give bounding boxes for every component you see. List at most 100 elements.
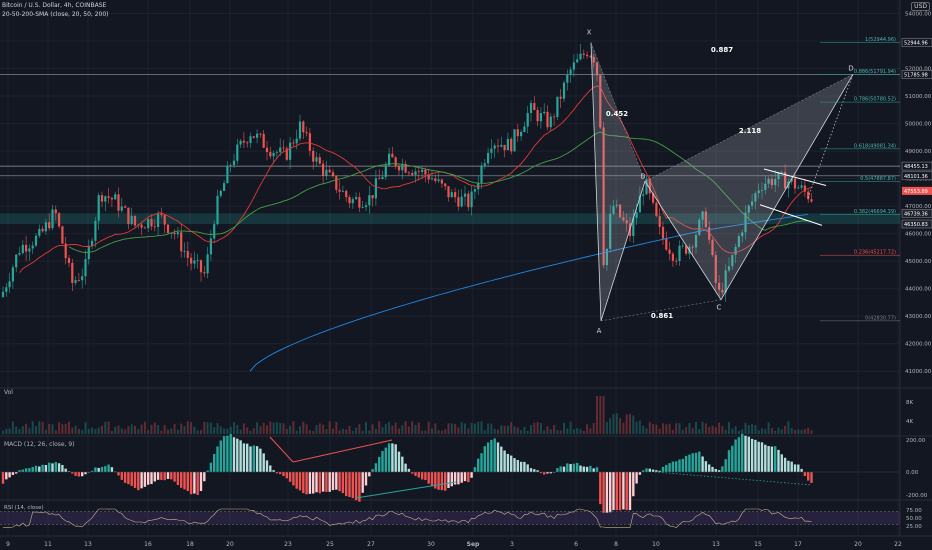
candle-body (246, 142, 249, 144)
macd-bar (298, 472, 302, 491)
macd-bar (328, 472, 331, 492)
volume-bar (216, 423, 219, 434)
macd-bar (543, 472, 546, 475)
candle-body (378, 178, 381, 180)
volume-bar (794, 429, 796, 434)
macd-bar (285, 472, 288, 479)
volume-bar (662, 423, 664, 434)
candle-body (549, 116, 552, 128)
macd-bar (361, 472, 364, 493)
macd-bar (213, 453, 216, 472)
macd-bar (490, 439, 493, 472)
macd-bar (107, 464, 110, 472)
volume-bar (440, 430, 443, 434)
volume-bar (384, 423, 387, 434)
macd-bar (529, 468, 533, 472)
candle-body (553, 116, 556, 118)
x-tick-label: Sep (467, 541, 480, 548)
candle-body (490, 148, 493, 153)
macd-bar (110, 467, 114, 472)
candle-body (661, 226, 665, 239)
candle-body (797, 187, 800, 189)
candle-body (275, 152, 278, 154)
volume-bar (170, 428, 173, 434)
macd-bar (226, 435, 229, 472)
macd-bar (318, 472, 321, 494)
macd-bar (648, 468, 651, 472)
volume-bar (546, 426, 549, 434)
macd-bar (269, 465, 272, 472)
macd-bar (24, 468, 28, 472)
volume-bar (751, 423, 754, 434)
volume-bar (447, 423, 450, 434)
macd-bar (259, 448, 262, 472)
macd-bar (430, 472, 434, 487)
volume-bar (305, 424, 308, 434)
candle-body (308, 133, 311, 151)
currency-badge[interactable]: USD (911, 2, 930, 11)
x-tick-label: 15 (754, 541, 762, 548)
candle-body (595, 62, 599, 76)
volume-bar (454, 424, 457, 434)
volume-bar (757, 430, 760, 434)
candle-body (302, 121, 305, 133)
candle-body (173, 232, 176, 235)
volume-bar (130, 424, 133, 434)
projection-line (807, 74, 854, 198)
harmonic-triangle-bcd (644, 73, 854, 301)
macd-bar (559, 466, 562, 472)
price-label-box (901, 38, 932, 47)
grid-lines (0, 0, 900, 535)
macd-bar (1, 472, 5, 484)
candle-body (724, 270, 727, 293)
volume-bar (355, 427, 358, 434)
candle-body (348, 197, 351, 204)
macd-bar (810, 472, 813, 483)
volume-bar (77, 428, 80, 434)
candle-body (176, 232, 179, 235)
volume-bar (510, 422, 513, 434)
macd-bar (592, 468, 595, 472)
macd-bar (312, 472, 315, 494)
volume-bar (322, 424, 325, 434)
volume-bar (652, 423, 655, 434)
candle-body (166, 224, 170, 233)
y-tick-label: 41000.00 (905, 369, 932, 375)
candle-body (21, 244, 24, 254)
candle-body (242, 140, 245, 143)
volume-bar (704, 423, 707, 434)
candle-body (157, 213, 160, 227)
y-tick-label: 54000.00 (905, 12, 932, 18)
candle-body (5, 287, 8, 292)
macd-bar (473, 467, 477, 472)
macd-bar (519, 461, 523, 472)
volume-bar (589, 428, 592, 434)
macd-bar (704, 461, 708, 472)
macd-bar (41, 464, 44, 472)
macd-bar (790, 461, 793, 472)
volume-bar (464, 423, 466, 434)
candle-body (384, 165, 387, 177)
candle-body (447, 186, 450, 198)
volume-bar (708, 426, 711, 434)
candle-body (539, 113, 542, 122)
candle-body (397, 165, 401, 171)
volume-bar (569, 421, 572, 434)
candle-body (124, 206, 127, 208)
volume-tick-label: 8K (906, 400, 913, 406)
price-scale-label: 48101.36 (904, 174, 928, 180)
candle-body (81, 276, 84, 281)
candle-body (767, 178, 770, 184)
macd-bar (562, 466, 566, 472)
volume-bar (358, 424, 361, 434)
macd-bar (239, 440, 242, 472)
macd-bar (783, 457, 787, 472)
volume-bar (612, 414, 615, 434)
volume-bar (35, 426, 37, 434)
macd-bar (348, 472, 351, 498)
macd-bar (599, 472, 602, 505)
macd-bar (638, 472, 642, 475)
volume-bar (38, 421, 41, 434)
y-tick-label: 45000.00 (905, 259, 932, 265)
